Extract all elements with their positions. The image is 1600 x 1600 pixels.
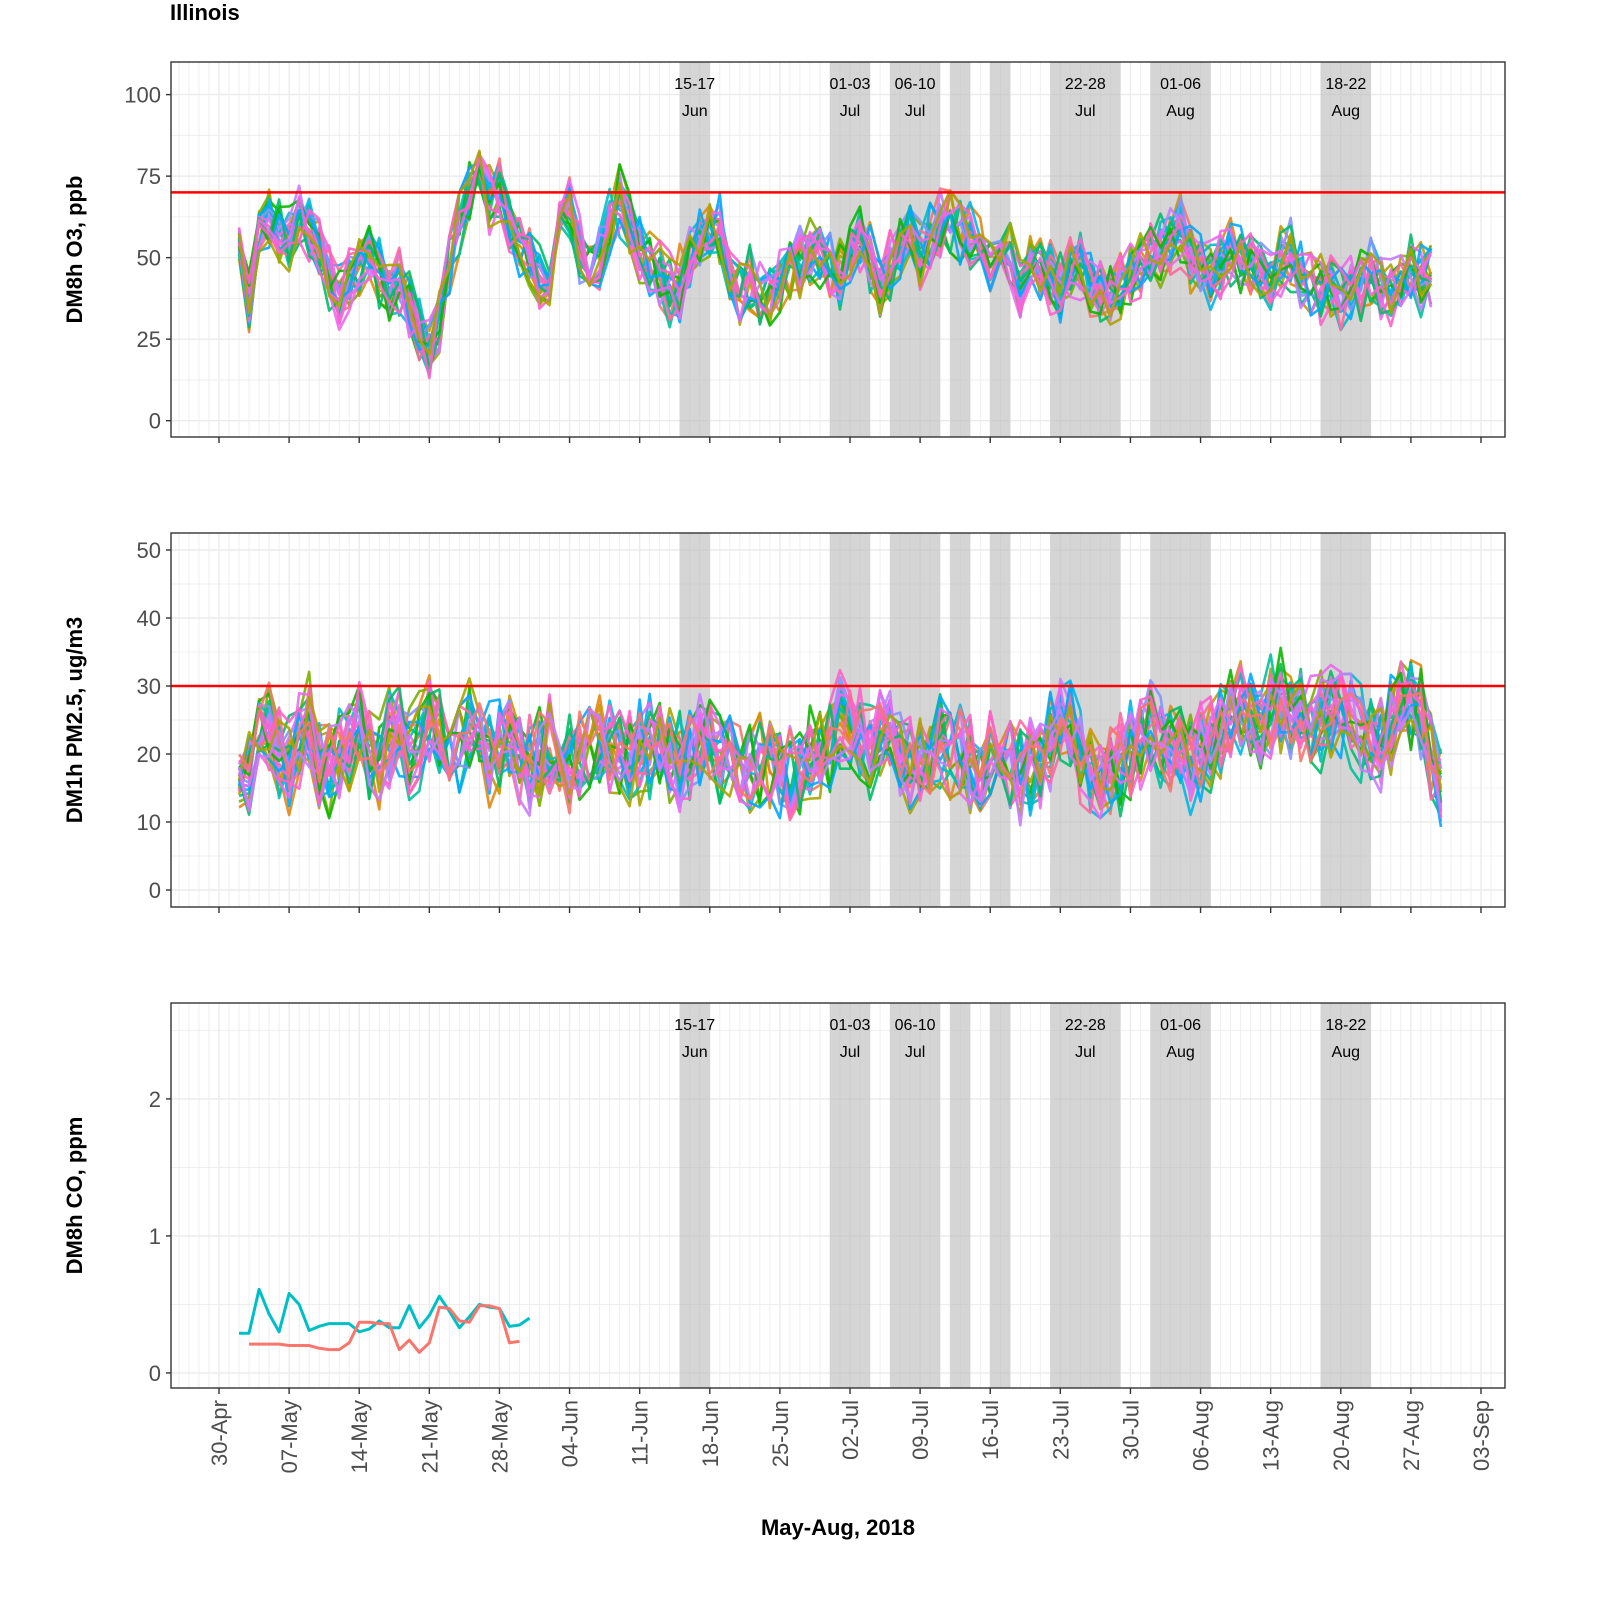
y-tick-label: 10 [137, 810, 161, 835]
series-lines [239, 1287, 531, 1354]
event-band [1050, 1003, 1121, 1388]
y-tick-label: 20 [137, 742, 161, 767]
event-band [679, 1003, 710, 1388]
panel-o3: 15-17 Jun 01-03 Jul 06-10 Jul 22-28 Jul 01-06 Aug… [62, 61, 1506, 443]
y-tick-label: 50 [137, 246, 161, 271]
event-band-label-top: 01-03 [830, 76, 871, 93]
x-tick-label: 04-Jun [558, 1400, 583, 1467]
x-tick-label: 06-Aug [1189, 1400, 1214, 1471]
y-axis-title: DM8h CO, ppm [62, 1117, 87, 1275]
event-band-label-top: 22-28 [1065, 76, 1106, 93]
y-axis-title: DM1h PM2.5, ug/m3 [62, 617, 87, 824]
event-band [1150, 1003, 1211, 1388]
x-tick-label: 27-Aug [1399, 1400, 1424, 1471]
event-band-label-top: 15-17 [674, 1017, 715, 1034]
panel-border [170, 1002, 1506, 1389]
station-line [237, 675, 1442, 813]
y-tick-label: 0 [149, 878, 161, 903]
event-band [829, 1003, 871, 1388]
station-line [238, 646, 1443, 807]
panel-border [170, 61, 1506, 438]
x-axis-title: May-Aug, 2018 [761, 1515, 915, 1540]
x-tick-label: 09-Jul [908, 1400, 933, 1460]
x-tick-label: 14-May [347, 1400, 372, 1473]
y-axis: 0 25 50 75 100 [124, 83, 171, 434]
station-line [238, 663, 1443, 819]
event-band-label-top: 01-06 [1160, 1017, 1201, 1034]
event-band-label-bottom: Jul [1075, 103, 1095, 120]
event-band [990, 533, 1011, 907]
panel-border [170, 532, 1506, 908]
event-band-label-top: 18-22 [1325, 1017, 1366, 1034]
y-tick-label: 100 [124, 83, 161, 108]
x-tick-label: 21-May [417, 1400, 442, 1473]
y-tick-label: 0 [149, 409, 161, 434]
event-band [950, 1003, 971, 1388]
y-tick-label: 40 [137, 606, 161, 631]
y-axis: 0 10 20 30 40 50 [137, 538, 171, 903]
panel-co: 15-17 Jun 01-03 Jul 06-10 Jul 22-28 Jul 01-06 Aug… [62, 1002, 1506, 1394]
panel-pm25: 0 10 20 30 40 50 DM1h PM2.5, ug/m3 [62, 532, 1506, 913]
event-band-label-top: 22-28 [1065, 1017, 1106, 1034]
event-band-label-bottom: Jul [840, 103, 860, 120]
event-band-label-bottom: Aug [1332, 1044, 1360, 1061]
x-tick-label: 16-Jul [978, 1400, 1003, 1460]
x-tick-label: 03-Sep [1469, 1400, 1494, 1471]
x-tick-label: 18-Jun [698, 1400, 723, 1467]
event-band [890, 1003, 941, 1388]
event-band-label-bottom: Jul [1075, 1044, 1095, 1061]
y-tick-label: 25 [137, 327, 161, 352]
x-tick-label: 11-Jun [628, 1400, 653, 1466]
chart-title: Illinois [170, 0, 240, 25]
y-axis: 0 1 2 [149, 1087, 171, 1386]
event-band-label-bottom: Aug [1166, 103, 1194, 120]
x-tick-label: 28-May [487, 1400, 512, 1473]
x-tick-label: 23-Jul [1048, 1400, 1073, 1460]
x-axis-ticks: 30-Apr 07-May 14-May 21-May 28-May 04-Jun 11-J… [207, 1400, 1494, 1473]
event-band [1050, 62, 1121, 437]
y-tick-label: 0 [149, 1361, 161, 1386]
station-line [237, 163, 1433, 347]
event-band-label-top: 15-17 [674, 76, 715, 93]
event-band-label-bottom: Jun [682, 103, 708, 120]
event-band-label-top: 06-10 [895, 76, 936, 93]
event-band-label-bottom: Aug [1332, 103, 1360, 120]
event-band [1320, 1003, 1371, 1388]
event-band-label-bottom: Jul [905, 103, 925, 120]
y-tick-label: 1 [149, 1224, 161, 1249]
y-tick-label: 2 [149, 1087, 161, 1112]
event-bands: 15-17 Jun 01-03 Jul 06-10 Jul 22-28 Jul 01-06 Aug… [674, 1003, 1371, 1388]
event-band [950, 533, 971, 907]
event-band-label-top: 06-10 [895, 1017, 936, 1034]
series-line-station-b [249, 1304, 520, 1354]
event-band-label-bottom: Jul [840, 1044, 860, 1061]
event-band-label-bottom: Jul [905, 1044, 925, 1061]
station-line [237, 149, 1432, 356]
event-band-label-top: 01-06 [1160, 76, 1201, 93]
x-tick-label: 07-May [277, 1400, 302, 1473]
y-axis-title: DM8h O3, ppb [62, 176, 87, 324]
event-band-label-bottom: Jun [682, 1044, 708, 1061]
x-tick-label: 30-Jul [1118, 1400, 1143, 1460]
event-band [990, 1003, 1011, 1388]
panels: 15-17 Jun 01-03 Jul 06-10 Jul 22-28 Jul 01-06 Aug… [62, 61, 1506, 1394]
event-band-label-bottom: Aug [1166, 1044, 1194, 1061]
series-lines [237, 149, 1433, 380]
event-band-label-top: 01-03 [830, 1017, 871, 1034]
y-tick-label: 50 [137, 538, 161, 563]
y-tick-label: 30 [137, 674, 161, 699]
event-band [890, 533, 941, 907]
event-band [950, 62, 971, 437]
event-band-label-top: 18-22 [1325, 76, 1366, 93]
x-tick-label: 30-Apr [207, 1400, 232, 1466]
x-tick-label: 20-Aug [1329, 1400, 1354, 1471]
x-tick-label: 02-Jul [838, 1400, 863, 1460]
station-line [237, 681, 1442, 815]
x-tick-label: 25-Jun [768, 1400, 793, 1467]
y-tick-label: 75 [137, 164, 161, 189]
x-tick-label: 13-Aug [1259, 1400, 1284, 1471]
